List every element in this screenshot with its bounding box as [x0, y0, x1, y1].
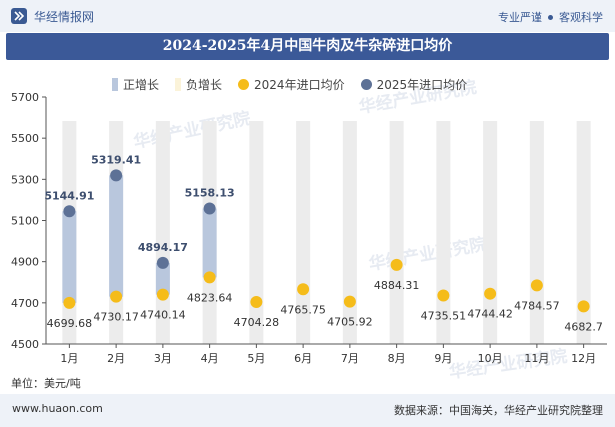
slogan-dot-icon — [548, 14, 553, 20]
data-label-2025: 5158.13 — [185, 187, 235, 200]
legend-2024-label: 2024年进口均价 — [254, 77, 345, 92]
x-tick-label: 12月 — [571, 352, 596, 365]
legend-2024-swatch — [238, 78, 250, 90]
legend-positive: 正增长 — [112, 76, 159, 93]
legend-negative-swatch — [175, 77, 182, 91]
x-tick-label: 11月 — [524, 352, 549, 365]
chart-title-bar: 2024-2025年4月中国牛肉及牛杂碎进口均价 — [6, 33, 609, 60]
y-tick-label: 5500 — [11, 132, 39, 145]
point-2024-2 — [110, 290, 123, 303]
point-2025-1 — [63, 205, 76, 218]
point-2024-10 — [484, 287, 497, 300]
footer-source: 数据来源：中国海关，华经产业研究院整理 — [394, 404, 603, 417]
unit-label: 单位：美元/吨 — [11, 377, 81, 390]
data-label-2025: 4894.17 — [138, 241, 188, 254]
data-label-2024: 4730.17 — [93, 311, 139, 324]
x-tick-label: 6月 — [294, 352, 312, 365]
footer-url: www.huaon.com — [12, 402, 103, 415]
slogan: 专业严谨 客观科学 — [498, 9, 603, 25]
data-label-2024: 4704.28 — [234, 316, 280, 329]
data-label-2025: 5319.41 — [91, 153, 141, 166]
x-tick-label: 4月 — [201, 352, 219, 365]
legend-2025: 2025年进口均价 — [360, 76, 468, 93]
x-tick-label: 1月 — [60, 352, 78, 365]
positive-growth-bar-3 — [155, 262, 170, 295]
point-2024-7 — [343, 295, 356, 308]
chart-title: 2024-2025年4月中国牛肉及牛杂碎进口均价 — [162, 38, 453, 54]
slogan-right: 客观科学 — [559, 11, 603, 24]
x-tick-label: 3月 — [154, 352, 172, 365]
y-tick-label: 5300 — [11, 173, 39, 186]
point-2024-12 — [577, 300, 590, 313]
point-2024-8 — [390, 258, 403, 271]
point-2024-3 — [156, 288, 169, 301]
legend-negative-label: 负增长 — [186, 77, 223, 92]
legend-positive-swatch — [112, 77, 118, 91]
watermark-4: 华经产业研究院 — [448, 346, 569, 383]
background-bar-8 — [389, 121, 404, 344]
y-tick-label: 4700 — [11, 297, 39, 310]
data-label-2024: 4784.57 — [514, 299, 560, 312]
data-label-2024: 4740.14 — [140, 309, 186, 322]
legend-2025-swatch — [360, 78, 372, 90]
point-2024-9 — [437, 289, 450, 302]
data-label-2024: 4884.31 — [374, 279, 420, 292]
huajing-logo-icon — [11, 8, 27, 24]
legend-negative: 负增长 — [175, 76, 222, 93]
background-bar-10 — [483, 121, 498, 344]
legend-2025-label: 2025年进口均价 — [376, 77, 468, 92]
point-2025-4 — [203, 202, 216, 215]
x-tick-label: 2月 — [107, 352, 125, 365]
y-tick-label: 5700 — [11, 91, 39, 104]
data-label-2024: 4705.92 — [327, 316, 373, 329]
footer-bar: www.huaon.com 数据来源：中国海关，华经产业研究院整理 — [0, 394, 615, 427]
brand-name: 华经情报网 — [34, 10, 95, 24]
positive-growth-bar-1 — [62, 211, 77, 303]
y-tick-label: 5100 — [11, 215, 39, 228]
point-2024-1 — [63, 296, 76, 309]
watermark-2: 华经产业研究院 — [132, 108, 253, 153]
background-bar-12 — [576, 121, 591, 344]
x-tick-label: 10月 — [478, 352, 503, 365]
positive-growth-bar-2 — [109, 175, 124, 297]
y-tick-label: 4500 — [11, 338, 39, 351]
data-label-2024: 4823.64 — [187, 291, 233, 304]
point-2024-6 — [297, 283, 310, 296]
data-label-2024: 4682.7 — [564, 320, 603, 333]
legend-positive-label: 正增长 — [123, 77, 160, 92]
point-2025-2 — [110, 169, 123, 182]
background-bar-7 — [342, 121, 357, 344]
legend-2024: 2024年进口均价 — [238, 76, 345, 93]
slogan-left: 专业严谨 — [498, 11, 542, 24]
point-2024-4 — [203, 271, 216, 284]
background-bar-9 — [436, 121, 451, 344]
x-tick-label: 9月 — [434, 352, 452, 365]
x-tick-label: 8月 — [388, 352, 406, 365]
watermark-3: 华经产业研究院 — [367, 234, 488, 275]
data-label-2024: 4699.68 — [47, 317, 93, 330]
x-tick-label: 7月 — [341, 352, 359, 365]
x-tick-label: 5月 — [247, 352, 265, 365]
top-bar: 华经情报网 专业严谨 客观科学 — [0, 0, 615, 32]
background-bar-5 — [249, 121, 264, 344]
data-label-2024: 4765.75 — [280, 303, 326, 316]
point-2024-11 — [530, 279, 543, 292]
point-2025-3 — [156, 256, 169, 269]
chart-legend: 正增长 负增长 2024年进口均价 2025年进口均价 — [112, 76, 483, 92]
y-tick-label: 4900 — [11, 256, 39, 269]
positive-growth-bar-4 — [202, 208, 217, 278]
data-label-2024: 4735.51 — [421, 310, 467, 323]
data-label-2025: 5144.91 — [44, 189, 94, 202]
data-label-2024: 4744.42 — [467, 308, 513, 321]
point-2024-5 — [250, 295, 263, 308]
